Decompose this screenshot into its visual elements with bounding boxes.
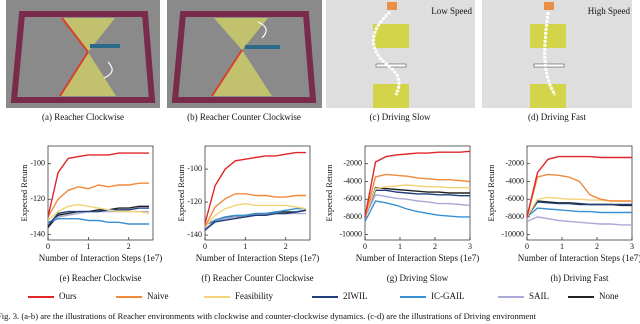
panel-caption: (c) Driving Slow: [370, 112, 431, 122]
y-tick-label: -140: [30, 230, 45, 239]
y-tick-label: -120: [187, 197, 202, 206]
series-line: [526, 207, 632, 218]
chart-caption: (f) Reacher Counter Clockwise: [201, 273, 313, 283]
y-axis-label: Expected Return: [176, 164, 186, 222]
series-line: [526, 216, 632, 226]
x-axis-label: Number of Interaction Steps (1e7): [356, 253, 479, 263]
series-line: [364, 184, 470, 218]
x-axis-label: Number of Interaction Steps (1e7): [196, 253, 319, 263]
x-tick-label: 3: [630, 242, 634, 251]
y-tick-label: -100: [187, 164, 202, 173]
driving-image: [482, 0, 632, 108]
x-tick-label: 1: [86, 242, 90, 251]
y-tick-label: -6000: [343, 194, 362, 203]
y-tick-label: -8000: [505, 212, 524, 221]
series-line: [526, 173, 632, 218]
x-tick-label: 1: [398, 242, 402, 251]
y-tick-label: -8000: [343, 212, 362, 221]
plot-frame: [526, 145, 633, 241]
plot-frame: [47, 145, 154, 241]
y-axis-label: Expected Return: [19, 164, 29, 222]
y-tick-label: -4000: [343, 176, 362, 185]
y-tick-label: -6000: [505, 194, 524, 203]
y-tick-label: -10000: [339, 230, 362, 239]
series-line: [204, 151, 306, 224]
speed-label: High Speed: [588, 6, 631, 16]
series-line: [47, 182, 149, 218]
series-line: [47, 205, 149, 229]
y-axis-label: Expected Return: [486, 164, 496, 222]
x-tick-label: 0: [203, 242, 207, 251]
series-line: [364, 194, 471, 218]
series-line: [204, 193, 306, 228]
series-line: [364, 200, 470, 222]
series-line: [204, 208, 306, 226]
legend-label: Naive: [147, 291, 169, 301]
reacher-image: [6, 0, 160, 108]
x-tick-label: 0: [46, 242, 50, 251]
x-tick-label: 0: [363, 242, 367, 251]
y-axis-label: Expected Return: [324, 164, 334, 222]
panel-caption: (a) Reacher Clockwise: [42, 112, 124, 122]
series-line: [526, 201, 632, 218]
panel-caption: (d) Driving Fast: [528, 112, 586, 122]
x-tick-label: 2: [127, 242, 131, 251]
series-line: [47, 203, 150, 222]
x-tick-label: 2: [595, 242, 599, 251]
series-line: [526, 155, 632, 218]
reacher-image: [167, 0, 322, 108]
y-tick-label: -10000: [501, 230, 524, 239]
series-line: [364, 186, 470, 218]
series-line: [204, 209, 307, 231]
y-tick-label: -140: [187, 230, 202, 239]
x-tick-label: 2: [284, 242, 288, 251]
chart-caption: (g) Driving Slow: [387, 273, 449, 283]
y-tick-label: -2000: [505, 159, 524, 168]
panel-caption: (b) Reacher Counter Clockwise: [187, 112, 301, 122]
legend-label: Ours: [59, 291, 77, 301]
series-line: [204, 202, 307, 228]
plot-frame: [204, 145, 311, 241]
legend-label: Feasibility: [235, 291, 273, 301]
x-tick-label: 2: [433, 242, 437, 251]
legend-label: IC-GAIL: [431, 291, 465, 301]
y-tick-label: -2000: [343, 159, 362, 168]
series-line: [47, 210, 149, 225]
series-line: [47, 218, 149, 225]
x-axis-label: Number of Interaction Steps (1e7): [518, 253, 640, 263]
chart-caption: (e) Reacher Clockwise: [60, 273, 142, 283]
y-tick-label: -4000: [505, 176, 524, 185]
legend-label: None: [599, 291, 619, 301]
x-axis-label: Number of Interaction Steps (1e7): [39, 253, 162, 263]
legend-label: 2IWIL: [343, 291, 368, 301]
legend-label: SAIL: [529, 291, 549, 301]
x-tick-label: 0: [525, 242, 529, 251]
series-line: [364, 150, 471, 218]
x-tick-label: 1: [243, 242, 247, 251]
x-tick-label: 1: [560, 242, 564, 251]
series-line: [364, 173, 471, 218]
series-line: [47, 207, 149, 227]
series-line: [364, 189, 470, 218]
x-tick-label: 3: [468, 242, 472, 251]
y-tick-label: -100: [30, 159, 45, 168]
chart-caption: (h) Driving Fast: [551, 273, 609, 283]
figure-caption: Fig. 3. (a-b) are the illustrations of R…: [0, 311, 537, 321]
series-line: [47, 152, 149, 218]
driving-image: [326, 0, 475, 108]
speed-label: Low Speed: [431, 6, 472, 16]
y-tick-label: -120: [30, 194, 45, 203]
